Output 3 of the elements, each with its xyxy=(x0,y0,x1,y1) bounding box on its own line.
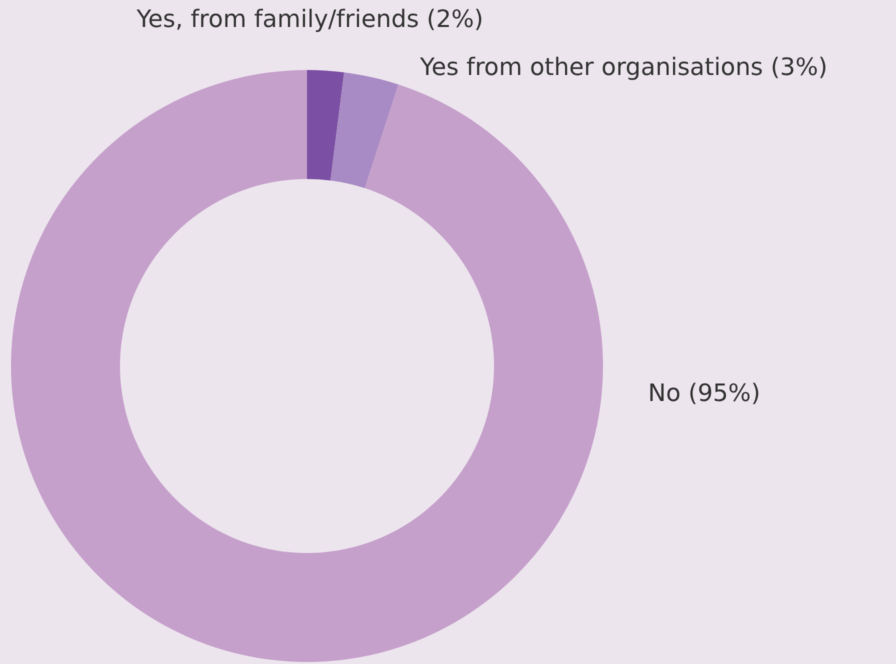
slice-label: Yes from other organisations (3%) xyxy=(419,53,828,81)
slice-label: Yes, from family/friends (2%) xyxy=(136,5,484,33)
slice-label: No (95%) xyxy=(648,379,760,407)
